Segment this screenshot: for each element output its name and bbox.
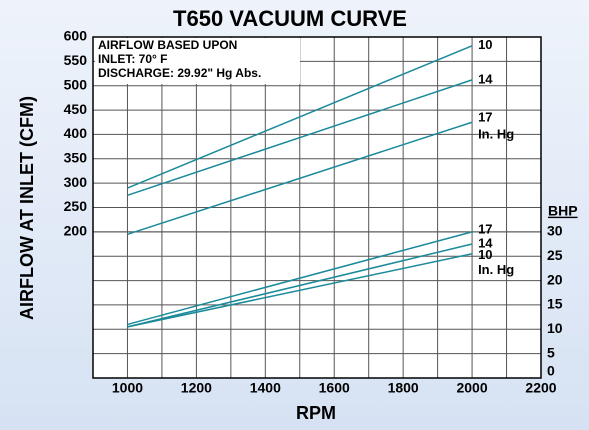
y-tick-label: 200: [64, 223, 88, 239]
note-box: [95, 38, 300, 84]
y-tick-label: 300: [64, 174, 88, 190]
chart-title: T650 VACUUM CURVE: [173, 6, 407, 31]
series-label: 14: [478, 71, 493, 86]
y-tick-label: 500: [64, 76, 88, 92]
line: [127, 231, 473, 326]
x-tick-label: 1200: [181, 380, 212, 396]
y-axis-title: AIRFLOW AT INLET (CFM): [17, 96, 37, 320]
y2-tick-label: 25: [547, 247, 563, 263]
x-axis-title: RPM: [296, 403, 336, 423]
y-tick-label: 450: [64, 101, 88, 117]
x-tick-label: 1600: [319, 380, 350, 396]
unit-label: In. Hg: [478, 127, 514, 142]
x-tick-label: 1800: [388, 380, 419, 396]
x-tick-label: 1400: [250, 380, 281, 396]
line: [127, 253, 473, 328]
x-tick-label: 2000: [456, 380, 487, 396]
y2-tick-label: 5: [547, 344, 555, 360]
x-tick-label: 1000: [112, 380, 143, 396]
line: [127, 243, 473, 328]
series-label: 17: [478, 221, 492, 236]
y-tick-label: 250: [64, 198, 88, 214]
y-tick-label: 400: [64, 125, 88, 141]
y-tick-label: 350: [64, 149, 88, 165]
y2-tick-label: 30: [547, 223, 563, 239]
y-tick-label: 600: [64, 28, 88, 44]
y2-tick-label: 10: [547, 320, 563, 336]
series-label: 10: [478, 37, 492, 52]
y2-axis-title: BHP: [548, 203, 578, 219]
y2-tick-label: 15: [547, 296, 563, 312]
line: [127, 121, 473, 236]
note: INLET: 70° F: [98, 52, 167, 66]
series-label: 10: [478, 247, 492, 262]
y2-tick-label: 0: [547, 363, 555, 379]
y2-tick-label: 20: [547, 271, 563, 287]
plot-border: [92, 36, 542, 379]
line: [127, 79, 473, 197]
note: DISCHARGE: 29.92" Hg Abs.: [98, 66, 261, 80]
unit-label: In. Hg: [478, 262, 514, 277]
series-label: 17: [478, 110, 492, 125]
note: AIRFLOW BASED UPON: [98, 38, 237, 52]
series-label: 14: [478, 235, 493, 250]
y-tick-label: 550: [64, 52, 88, 68]
line: [127, 45, 473, 189]
x-tick-label: 2200: [525, 380, 556, 396]
